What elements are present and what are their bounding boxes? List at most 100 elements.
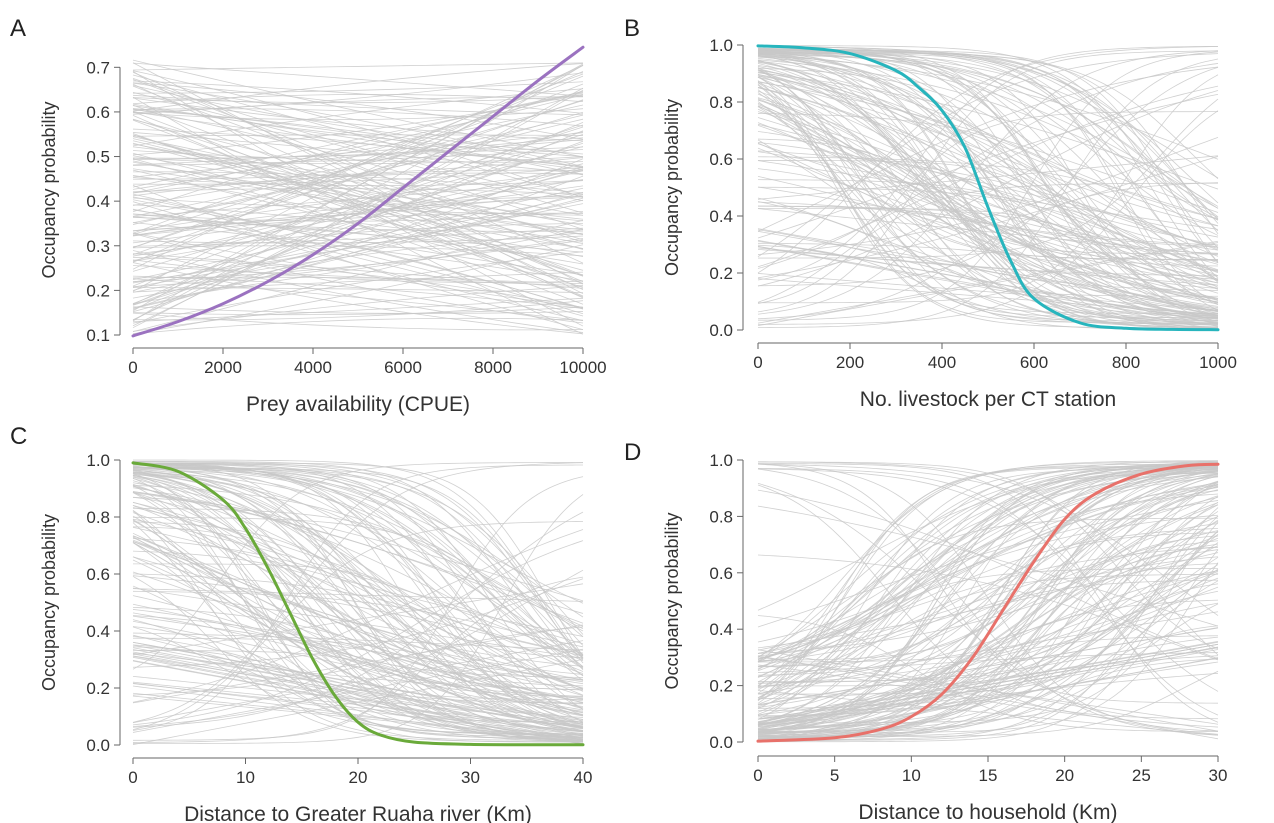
background-curve-d <box>757 599 1219 733</box>
background-curve-d <box>757 461 1219 656</box>
background-curve-c <box>132 494 584 744</box>
background-curve-d <box>757 504 1219 730</box>
y-tick-label-c: 0.8 <box>86 508 110 527</box>
x-tick-label-b: 200 <box>836 353 864 372</box>
background-curve-d <box>757 460 1219 658</box>
background-curve-c <box>132 464 584 659</box>
x-tick-label-c: 40 <box>574 768 593 787</box>
background-curve-c <box>132 632 584 651</box>
background-curve-a <box>132 104 584 290</box>
background-curve-c <box>132 496 584 721</box>
background-curve-c <box>132 571 584 700</box>
background-curve-a <box>132 271 584 293</box>
background-curve-c <box>132 468 584 692</box>
background-curve-c <box>132 637 584 690</box>
axes-d: 0 5 10 15 20 25 30 0.0 0.2 0.4 0.6 0.8 1.0 <box>709 451 1227 785</box>
mean-curve-a <box>131 45 585 338</box>
background-curve-b <box>757 53 1219 257</box>
background-curve-c <box>132 462 584 657</box>
background-curve-c <box>132 648 584 733</box>
background-curve-d <box>757 635 1219 727</box>
background-curve-b <box>757 113 1219 257</box>
background-curve-c <box>132 471 584 627</box>
background-curve-d <box>757 643 1219 726</box>
background-curve-d <box>757 469 1219 661</box>
background-curve-d <box>757 569 1219 695</box>
background-curve-c <box>132 469 584 732</box>
background-curve-c <box>132 522 584 736</box>
background-curve-c <box>132 573 584 672</box>
y-tick-label-b: 0.8 <box>709 93 733 112</box>
background-curve-c <box>132 649 584 730</box>
background-curve-d <box>757 573 1219 713</box>
background-curve-b <box>757 160 1219 316</box>
background-curve-a <box>132 77 584 202</box>
background-curve-d <box>757 468 1219 676</box>
panel-letter-c: C <box>10 423 27 450</box>
background-curve-a <box>132 209 584 315</box>
panel-a: A 0 2000 4000 6000 8000 100000.10.20.30.40.50… <box>10 15 607 416</box>
background-curve-d <box>757 484 1219 720</box>
background-curve-b <box>757 90 1219 287</box>
background-curve-a <box>132 160 584 231</box>
background-curve-a <box>132 134 584 272</box>
mean-curve-b <box>756 44 1220 332</box>
background-curve-a <box>132 64 584 321</box>
background-curve-a <box>132 195 584 237</box>
background-curve-c <box>132 476 584 741</box>
background-curve-a <box>132 81 584 94</box>
background-curve-a <box>132 133 584 288</box>
y-tick-label-d: 0.4 <box>709 620 733 639</box>
background-curve-c <box>132 463 584 732</box>
y-tick-label-a: 0.5 <box>86 148 110 167</box>
background-curve-a <box>132 108 584 121</box>
background-curve-c <box>132 569 584 727</box>
background-curve-b <box>757 75 1219 227</box>
background-curve-b <box>757 81 1219 213</box>
background-curve-d <box>757 468 1219 716</box>
x-tick-label-d: 30 <box>1209 766 1228 785</box>
axes-a: 0 2000 4000 6000 8000 10000 0.1 0.2 0.3 0.4 0.5 0.6… <box>86 58 606 377</box>
background-curve-d <box>757 482 1219 735</box>
background-curve-d <box>757 579 1219 727</box>
background-curve-a <box>132 128 584 168</box>
x-axis-label-a: Prey availability (CPUE) <box>246 393 470 416</box>
background-curve-a <box>132 88 584 147</box>
background-curve-a <box>132 232 584 308</box>
background-curve-a <box>132 92 584 188</box>
x-tick-label-d: 10 <box>902 766 921 785</box>
y-tick-label-c: 0.2 <box>86 679 110 698</box>
background-curve-b <box>757 125 1219 280</box>
background-curve-b <box>757 101 1219 329</box>
background-curve-b <box>757 60 1219 294</box>
background-curve-b <box>757 93 1219 246</box>
background-curve-d <box>757 475 1219 668</box>
background-curve-a <box>132 149 584 166</box>
background-curve-c <box>132 526 584 705</box>
background-curve-a <box>132 63 584 112</box>
y-tick-label-d: 0.6 <box>709 564 733 583</box>
background-curve-c <box>132 463 584 723</box>
y-tick-label-d: 0.8 <box>709 507 733 526</box>
background-curve-a <box>132 265 584 287</box>
background-curve-c <box>132 509 584 740</box>
background-curve-a <box>132 62 584 97</box>
background-curve-d <box>757 462 1219 733</box>
background-curve-c <box>132 462 584 723</box>
x-tick-label-b: 0 <box>753 353 762 372</box>
y-tick-label-b: 0.4 <box>709 207 733 226</box>
y-tick-label-a: 0.4 <box>86 192 110 211</box>
background-curve-c <box>132 536 584 697</box>
background-curve-c <box>132 526 584 637</box>
background-curve-c <box>132 476 584 691</box>
background-curve-d <box>757 505 1219 627</box>
background-curve-a <box>132 166 584 262</box>
background-curve-b <box>757 69 1219 322</box>
background-curve-a <box>132 94 584 116</box>
background-curve-a <box>132 245 584 257</box>
background-curve-c <box>132 692 584 740</box>
background-curve-a <box>132 168 584 281</box>
background-curve-c <box>132 542 584 725</box>
x-tick-label-d: 20 <box>1055 766 1074 785</box>
